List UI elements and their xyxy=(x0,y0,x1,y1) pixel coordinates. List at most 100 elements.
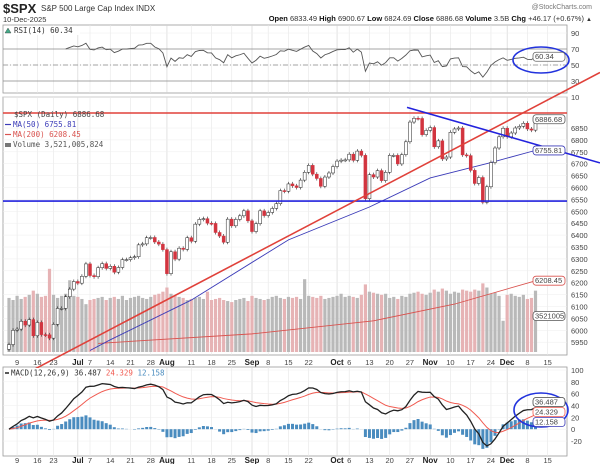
candle xyxy=(209,221,214,226)
candle xyxy=(294,183,299,190)
candle xyxy=(404,139,408,157)
close-price-tag xyxy=(532,114,566,125)
volume-bar xyxy=(343,296,347,352)
histogram-bar xyxy=(48,429,51,431)
histogram-bar xyxy=(295,424,299,430)
volume-bar xyxy=(141,297,145,352)
price-axis-label: 6050 xyxy=(571,314,588,323)
volume-bar xyxy=(230,302,234,352)
candle xyxy=(392,153,396,158)
volume-bar xyxy=(335,295,339,352)
candle-body xyxy=(234,219,238,227)
candle xyxy=(225,217,230,245)
volume-bar xyxy=(282,298,286,352)
candle-body xyxy=(302,172,307,181)
volume-bar xyxy=(375,293,380,352)
volume-bar xyxy=(145,298,149,352)
volume-bar xyxy=(465,290,469,352)
histogram-bar xyxy=(505,422,509,430)
candle xyxy=(177,246,181,262)
volume-bar xyxy=(408,293,412,352)
x-axis-label: 17 xyxy=(467,358,475,367)
macd-line xyxy=(8,382,536,447)
candle xyxy=(513,126,517,135)
price-axis-label: 6100 xyxy=(571,303,588,312)
macd-highlight-circle xyxy=(513,392,569,428)
candle-body xyxy=(343,159,347,162)
candle-body xyxy=(116,267,121,273)
volume-bar xyxy=(477,290,481,352)
low-label: Low xyxy=(367,14,383,23)
histogram-bar xyxy=(234,429,238,432)
volume-bar xyxy=(185,300,189,352)
open-value: 6833.49 xyxy=(289,14,318,23)
candle xyxy=(315,172,319,181)
volume-bar xyxy=(355,297,359,352)
candle-body xyxy=(68,288,72,297)
ma50-tag-text: 6755.81 xyxy=(535,146,562,155)
candle xyxy=(246,208,250,223)
candle xyxy=(39,320,44,337)
open-label: Open xyxy=(268,14,288,23)
candle xyxy=(420,116,424,137)
histogram-bar xyxy=(307,422,311,430)
histogram-bar xyxy=(88,417,92,430)
volume-bar xyxy=(493,292,497,352)
histogram-bar xyxy=(145,426,149,430)
rsi-axis-label: 30 xyxy=(571,77,579,86)
candle xyxy=(132,254,137,260)
histogram-bar xyxy=(84,415,88,430)
candle xyxy=(460,126,465,157)
candle-body xyxy=(315,173,319,179)
price-axis-label: 6500 xyxy=(571,207,588,216)
signal-legend-value: 24.329 xyxy=(106,369,133,378)
histogram-bar xyxy=(43,428,47,430)
low-value: 6824.69 xyxy=(384,14,412,23)
volume-bar xyxy=(448,293,453,352)
volume-bar xyxy=(222,300,226,352)
candle xyxy=(165,247,169,276)
histogram-bar xyxy=(230,429,234,433)
candle xyxy=(205,216,210,226)
candle-body xyxy=(404,141,408,155)
volume-bar xyxy=(128,297,133,352)
histogram-bar xyxy=(408,423,412,430)
candle xyxy=(343,157,347,163)
histogram-bar xyxy=(521,419,525,430)
histogram-bar xyxy=(23,423,27,430)
volume-bar xyxy=(501,320,505,352)
macd-x-axis-label: Jul xyxy=(72,456,84,464)
volume-bar xyxy=(299,298,303,352)
candle-body xyxy=(473,170,477,184)
candle xyxy=(72,279,76,292)
histogram-bar xyxy=(250,429,254,433)
candle xyxy=(412,116,416,125)
candle-body xyxy=(521,122,526,127)
volume-bar xyxy=(294,296,299,352)
candle xyxy=(197,217,202,227)
x-axis-label: Sep xyxy=(245,358,260,367)
candle-body xyxy=(392,155,396,157)
volume-bar xyxy=(505,294,509,352)
candle xyxy=(335,159,339,169)
x-axis-label: 6 xyxy=(347,358,351,367)
volume-bar xyxy=(436,291,440,352)
candle-body xyxy=(27,319,31,326)
volume-value: 3.5B xyxy=(493,14,510,23)
candle-body xyxy=(448,132,453,158)
rsi-chart-icon xyxy=(4,27,12,34)
histogram-bar xyxy=(461,429,465,435)
high-label: High xyxy=(319,14,336,23)
macd-x-axis-label: 11 xyxy=(187,456,195,464)
histogram-bar xyxy=(355,428,359,430)
macd-x-axis-label: 7 xyxy=(88,456,92,464)
histogram-bar xyxy=(440,429,444,436)
histogram-bar xyxy=(347,427,351,430)
price-axis-label: 6550 xyxy=(571,195,588,204)
candle-body xyxy=(351,153,355,161)
candle xyxy=(436,138,441,149)
candle xyxy=(181,246,185,252)
histogram-bar xyxy=(327,429,331,431)
candle xyxy=(371,172,376,180)
